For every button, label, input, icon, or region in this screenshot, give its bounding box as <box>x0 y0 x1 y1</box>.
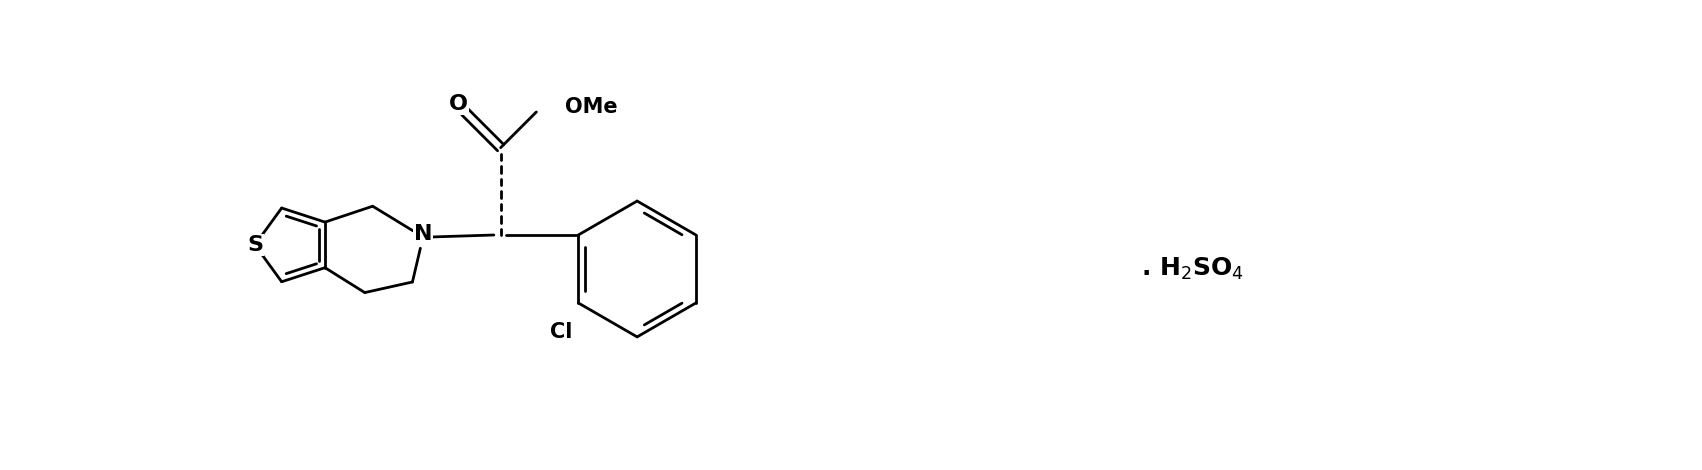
Text: O: O <box>449 94 468 114</box>
Text: . H$_2$SO$_4$: . H$_2$SO$_4$ <box>1140 256 1244 282</box>
Text: Cl: Cl <box>550 322 572 342</box>
Text: S: S <box>247 235 262 255</box>
Text: OMe: OMe <box>565 97 618 117</box>
Text: N: N <box>414 224 432 244</box>
